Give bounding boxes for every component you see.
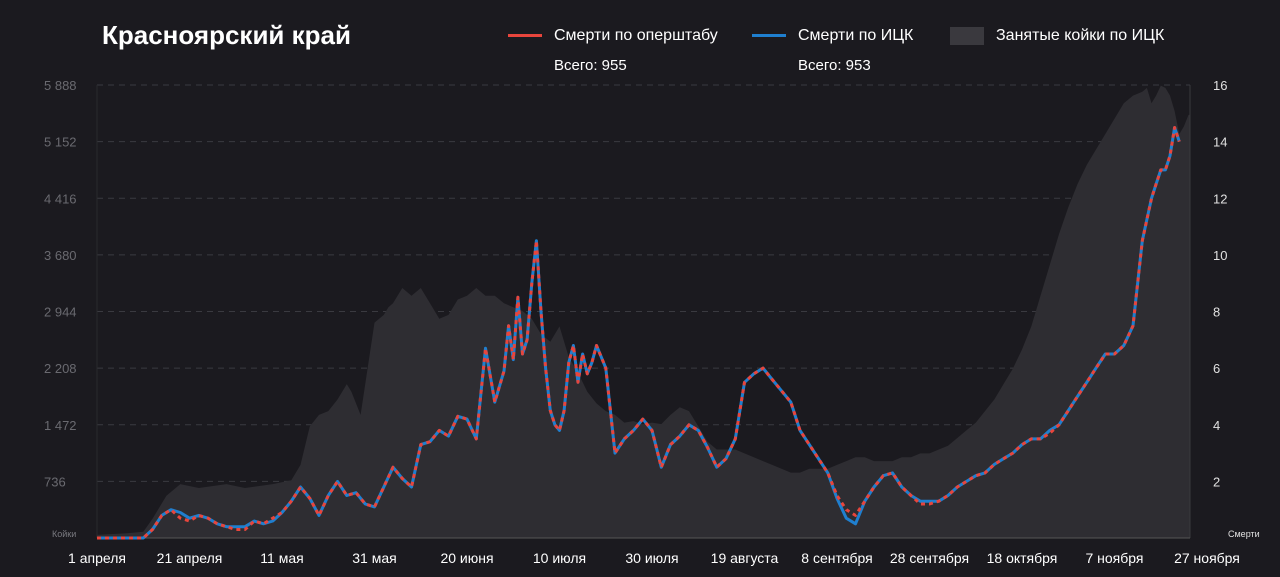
legend-total-itsk: Всего: 953	[798, 57, 871, 74]
y-tick-right-label: 2	[1213, 474, 1220, 489]
y-ticks-left: 736 1 472 2 208 2 944 3 680 4 416 5 152 5 888	[44, 78, 77, 489]
legend-item-beds[interactable]: Занятые койки по ИЦК	[950, 27, 1164, 45]
y-tick-right-label: 12	[1213, 191, 1227, 206]
x-tick-label: 27 ноября	[1174, 550, 1240, 566]
x-tick-label: 20 июня	[440, 550, 493, 566]
x-tick-label: 7 ноября	[1085, 550, 1143, 566]
x-tick-label: 10 июля	[533, 550, 586, 566]
y-tick-right-label: 14	[1213, 135, 1227, 150]
legend-label-itsk: Смерти по ИЦК	[798, 27, 914, 44]
x-tick-label: 18 октября	[987, 550, 1058, 566]
y-tick-left-label: 2 944	[44, 305, 77, 320]
y-tick-left-label: 1 472	[44, 418, 77, 433]
chart-title: Красноярский край	[102, 20, 351, 50]
legend-swatch-blue	[752, 34, 786, 38]
y-tick-right-label: 10	[1213, 248, 1227, 263]
legend-label-beds: Занятые койки по ИЦК	[996, 27, 1165, 45]
x-tick-label: 19 августа	[711, 550, 779, 566]
legend-item-operstab[interactable]: Смерти по оперштабу Всего: 955	[508, 27, 718, 74]
x-tick-label: 1 апреля	[68, 550, 126, 566]
x-tick-label: 30 июля	[625, 550, 678, 566]
y-tick-right-label: 4	[1213, 418, 1220, 433]
y-ticks-right: 2 4 6 8 10 12 14 16	[1213, 78, 1227, 489]
legend-label-operstab: Смерти по оперштабу	[554, 27, 718, 44]
y-tick-left-label: 5 152	[44, 135, 77, 150]
legend-swatch-red	[508, 34, 542, 38]
y-tick-left-label: 2 208	[44, 361, 77, 376]
x-tick-label: 28 сентября	[890, 550, 969, 566]
deaths-operstab-line[interactable]	[97, 126, 1181, 540]
y-axis-label-left: Койки	[52, 529, 76, 539]
x-tick-label: 31 мая	[352, 550, 396, 566]
y-tick-left-label: 4 416	[44, 191, 77, 206]
y-tick-left-label: 736	[44, 474, 66, 489]
y-tick-left-label: 5 888	[44, 78, 77, 93]
x-tick-label: 8 сентября	[801, 550, 872, 566]
y-tick-right-label: 16	[1213, 78, 1227, 93]
y-axis-label-right: Смерти	[1228, 529, 1260, 539]
legend-total-operstab: Всего: 955	[554, 57, 627, 74]
x-tick-label: 11 мая	[260, 550, 303, 566]
y-tick-right-label: 8	[1213, 305, 1220, 320]
beds-area[interactable]	[97, 85, 1190, 538]
x-tick-label: 21 апреля	[157, 550, 223, 566]
legend-item-itsk[interactable]: Смерти по ИЦК Всего: 953	[752, 27, 913, 74]
legend-swatch-area	[950, 27, 984, 45]
x-ticks: 1 апреля 21 апреля 11 мая 31 мая 20 июня 10 и…	[68, 550, 1240, 566]
y-tick-right-label: 6	[1213, 361, 1220, 376]
y-tick-left-label: 3 680	[44, 248, 77, 263]
